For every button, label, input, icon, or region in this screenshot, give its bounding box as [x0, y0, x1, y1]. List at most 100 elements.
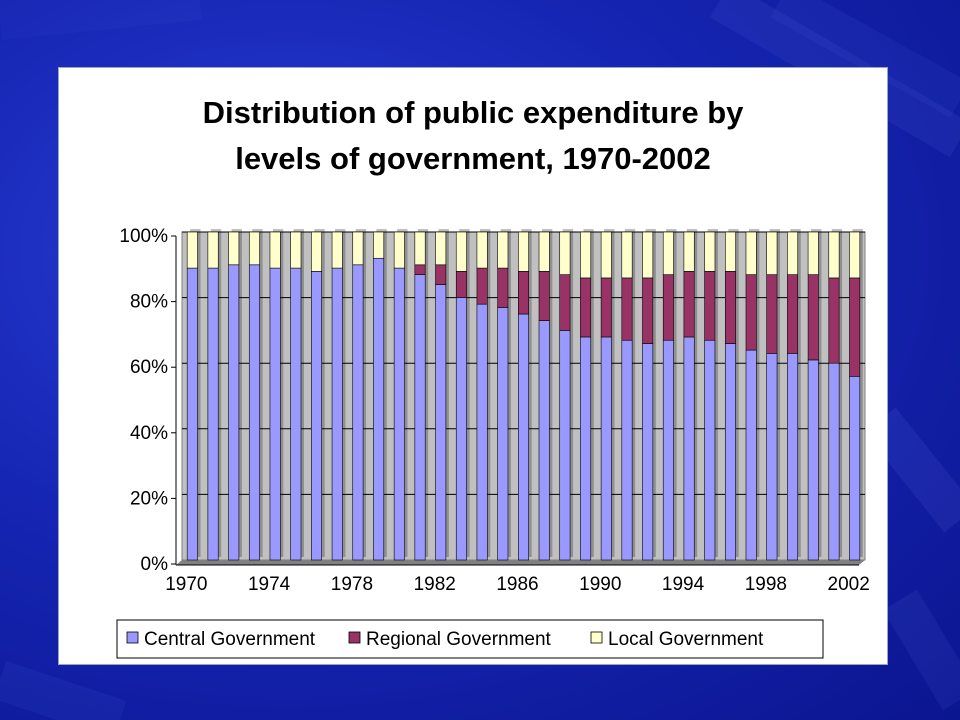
bar-segment-local-government: [393, 231, 405, 269]
x-tick-label: 1986: [496, 574, 538, 595]
x-tick-label: 2002: [828, 574, 870, 595]
bar-segment-central-government: [683, 336, 695, 561]
bar-segment-local-government: [311, 231, 323, 272]
bar-segment-regional-government: [807, 274, 819, 361]
bar-segment-regional-government: [538, 271, 550, 321]
bar-segment-central-government: [373, 257, 385, 561]
bar-segment-local-government: [186, 231, 198, 269]
stacked-bar-chart: 0% 20% 40% 60% 80% 100% 1970 1974 1978 1982 1986 19…: [116, 226, 870, 659]
bar-segment-central-government: [807, 359, 819, 561]
bar-segment-central-government: [248, 264, 260, 561]
plot-floor: [176, 560, 865, 565]
bar-segment-local-government: [787, 231, 799, 275]
bar-segment-central-government: [207, 267, 219, 561]
bar-segment-regional-government: [559, 274, 571, 331]
bar-segment-central-government: [455, 297, 467, 561]
bar-segment-local-government: [662, 231, 674, 275]
x-tick-label: 1974: [248, 574, 291, 595]
bar-segment-central-government: [393, 267, 405, 561]
bar-segment-central-government: [662, 339, 674, 561]
bar-segment-central-government: [724, 343, 736, 561]
bar-segment-central-government: [518, 313, 529, 561]
bar-segment-central-government: [186, 267, 198, 561]
bar-segment-central-government: [331, 267, 343, 561]
bar-segment-local-government: [828, 231, 840, 279]
bar-segment-central-government: [538, 320, 550, 561]
legend-swatch: [348, 631, 361, 644]
chart-title-line-2: levels of government, 1970-2002: [235, 141, 711, 176]
x-tick-label: 1970: [165, 574, 207, 595]
bar-segment-central-government: [600, 336, 612, 561]
bar-segment-local-government: [248, 231, 260, 266]
bar-segment-regional-government: [414, 264, 426, 275]
bar-segment-local-government: [559, 231, 571, 275]
y-tick-label: 80%: [130, 292, 168, 313]
background-streak: [864, 407, 960, 533]
legend-box: [116, 619, 824, 659]
bar-segment-central-government: [414, 274, 426, 561]
bar-segment-regional-government: [849, 277, 861, 377]
bar-segment-regional-government: [476, 267, 488, 305]
bar-segment-regional-government: [662, 274, 674, 341]
background-streak: [770, 0, 960, 118]
bar-segment-local-government: [352, 231, 364, 266]
bar-segment-local-government: [642, 231, 654, 279]
x-tick-label: 1998: [745, 574, 787, 595]
x-tick-label: 1994: [662, 574, 705, 595]
legend-swatch: [590, 631, 603, 644]
bar-segment-regional-government: [497, 267, 509, 308]
bar-segment-regional-government: [600, 277, 612, 338]
bar-segment-local-government: [331, 231, 343, 269]
bar-segment-local-government: [476, 231, 488, 269]
bar-segment-local-government: [228, 231, 240, 266]
chart-title-line-1: Distribution of public expenditure by: [202, 95, 744, 130]
bar-segment-regional-government: [766, 274, 778, 354]
bar-segment-regional-government: [518, 271, 529, 315]
bar-segment-local-government: [497, 231, 509, 269]
bar-segment-local-government: [745, 231, 757, 275]
x-tick-label: 1978: [331, 574, 373, 595]
bar-segment-central-government: [228, 264, 240, 561]
bar-segment-regional-government: [435, 264, 447, 285]
bar-segment-regional-government: [642, 277, 654, 344]
bar-segment-local-government: [807, 231, 819, 275]
bar-segment-local-government: [683, 231, 695, 272]
bar-segment-local-government: [849, 231, 861, 279]
bar-segment-central-government: [704, 339, 716, 561]
bar-segment-local-government: [724, 231, 736, 272]
bar-segment-regional-government: [621, 277, 633, 341]
y-tick-label: 100%: [119, 226, 168, 247]
bar-segment-central-government: [269, 267, 281, 561]
bar-segment-local-government: [600, 231, 612, 279]
bar-segment-local-government: [373, 231, 385, 259]
bar-segment-central-government: [559, 330, 571, 561]
bar-segment-central-government: [828, 362, 840, 561]
bar-segment-local-government: [290, 231, 302, 269]
bar-segment-regional-government: [683, 271, 695, 338]
bar-segment-regional-government: [580, 277, 592, 338]
x-tick-label: 1990: [579, 574, 621, 595]
bar-segment-central-government: [311, 271, 323, 561]
bar-segment-regional-government: [724, 271, 736, 344]
y-tick-label: 60%: [130, 357, 168, 378]
bar-segment-central-government: [621, 339, 633, 561]
legend-label: Regional Government: [366, 629, 552, 650]
bar-segment-local-government: [207, 231, 219, 269]
bar-segment-central-government: [290, 267, 302, 561]
bar-segment-central-government: [352, 264, 364, 561]
legend-label: Local Government: [608, 629, 764, 650]
bar-segment-regional-government: [745, 274, 757, 351]
chart-title: Distribution of public expenditure by le…: [59, 90, 887, 182]
bar-segment-local-government: [621, 231, 633, 279]
bar-segment-local-government: [414, 231, 426, 266]
y-tick-label: 20%: [130, 488, 168, 509]
bar-segment-central-government: [642, 343, 654, 561]
bar-segment-central-government: [580, 336, 592, 561]
bar-segment-regional-government: [787, 274, 799, 354]
chart-panel: Distribution of public expenditure by le…: [58, 67, 888, 665]
bar-segment-local-government: [704, 231, 716, 272]
bar-segment-central-government: [476, 303, 488, 561]
bar-segment-local-government: [455, 231, 467, 272]
bar-segment-local-government: [435, 231, 447, 266]
bar-segment-central-government: [787, 353, 799, 561]
